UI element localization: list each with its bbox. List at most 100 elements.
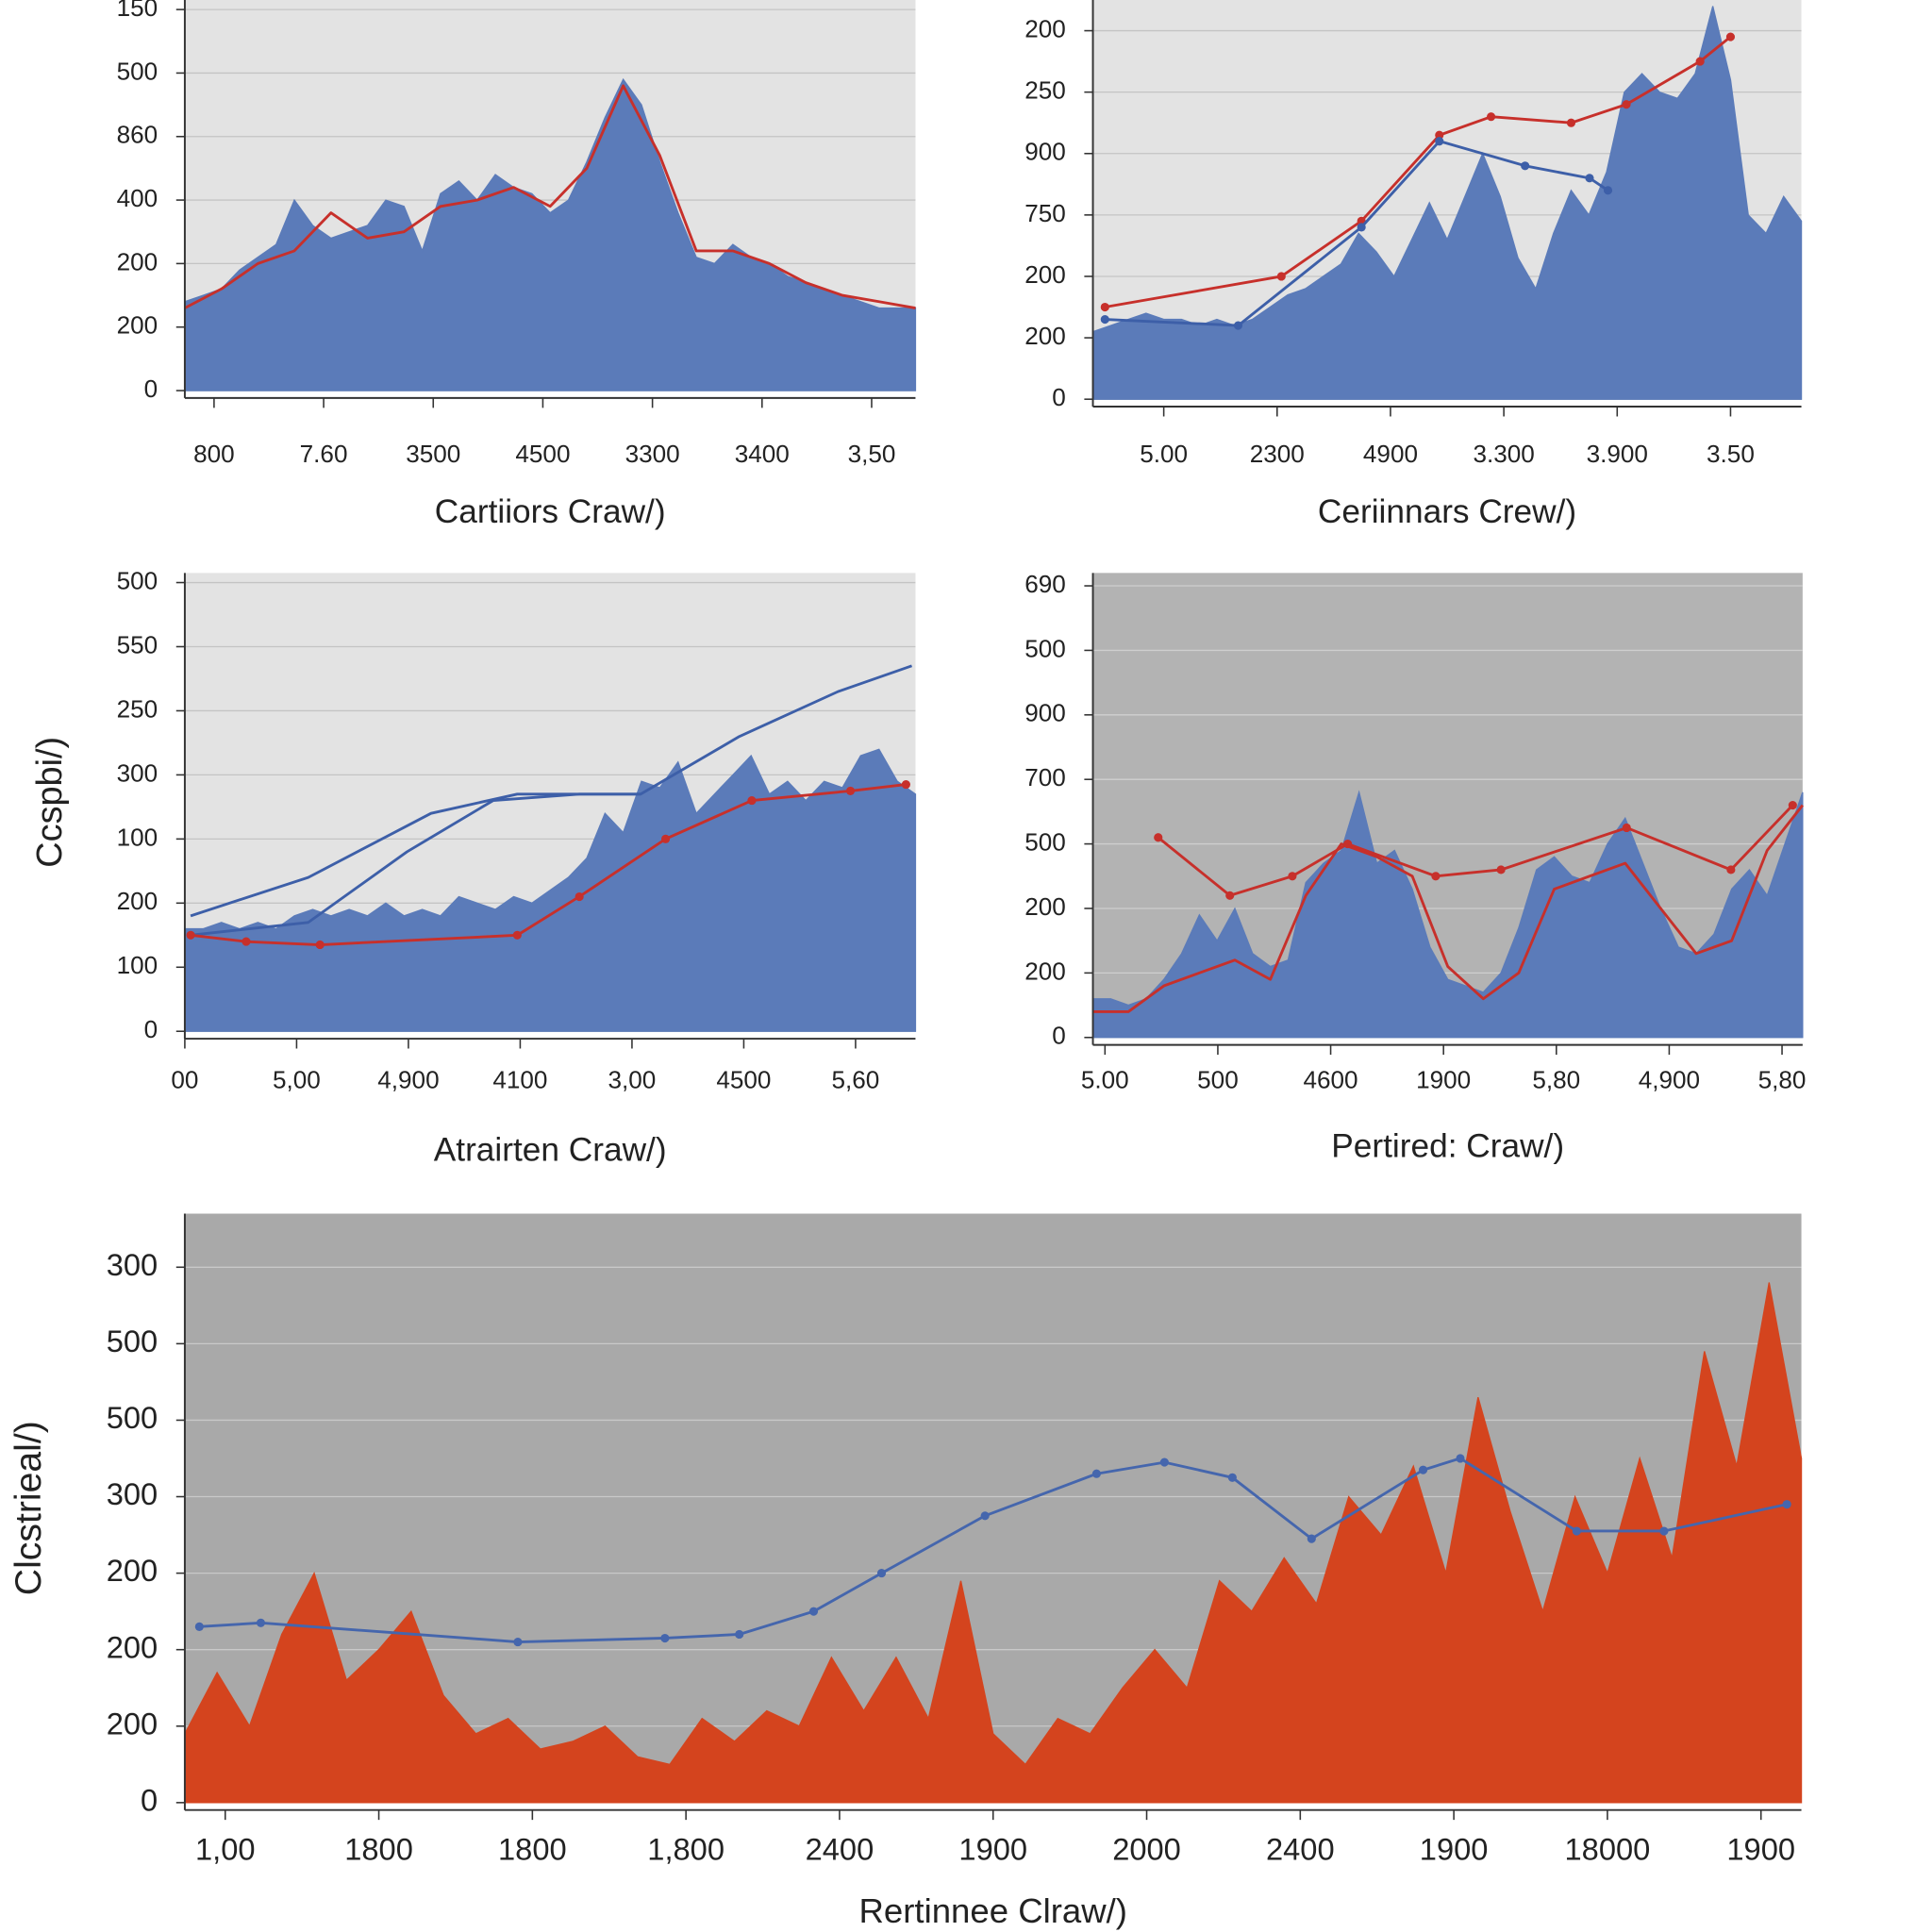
y-tick-label: 100 — [117, 823, 158, 851]
point — [1782, 1500, 1791, 1509]
x-tick-label: 2400 — [1266, 1832, 1335, 1867]
y-tick-label: 860 — [117, 121, 158, 149]
y-axis-label: Ccspbi/) — [30, 737, 70, 868]
point — [1622, 100, 1631, 109]
point — [1788, 800, 1797, 810]
y-tick-label: 0 — [1052, 383, 1066, 411]
y-tick-label: 200 — [107, 1553, 158, 1588]
y-tick-label: 200 — [1024, 957, 1066, 985]
x-tick-label: 18000 — [1565, 1832, 1651, 1867]
point — [1695, 57, 1705, 66]
x-tick-label: 3,50 — [848, 440, 896, 468]
point — [1276, 272, 1286, 281]
point — [1585, 174, 1594, 183]
x-tick-label: 3500 — [406, 440, 460, 468]
x-tick-label: 1900 — [958, 1832, 1027, 1867]
x-axis-label: Rertinnee Clraw/) — [859, 1891, 1127, 1930]
area — [184, 748, 917, 1032]
point — [1343, 840, 1353, 849]
point — [1431, 872, 1441, 881]
point — [901, 780, 910, 790]
y-tick-label: 500 — [117, 566, 158, 594]
x-tick-label: 3400 — [735, 440, 790, 468]
y-tick-label: 200 — [1024, 14, 1066, 42]
x-axis-label: Ceriinnars Crew/) — [1318, 493, 1576, 530]
x-tick-label: 1900 — [1416, 1066, 1471, 1094]
y-tick-label: 550 — [117, 630, 158, 658]
point — [315, 940, 325, 950]
y-tick-label: 300 — [107, 1476, 158, 1511]
x-tick-label: 1900 — [1420, 1832, 1489, 1867]
x-tick-label: 4100 — [492, 1066, 547, 1094]
point — [735, 1629, 744, 1640]
y-tick-label: 200 — [1024, 260, 1066, 289]
y-tick-label: 0 — [141, 1782, 158, 1817]
x-tick-label: 1900 — [1726, 1832, 1795, 1867]
x-tick-label: 5,00 — [273, 1066, 321, 1094]
y-tick-label: 900 — [1024, 699, 1066, 727]
line — [184, 84, 916, 309]
x-tick-label: 00 — [171, 1066, 198, 1094]
x-tick-label: 5.00 — [1081, 1066, 1129, 1094]
y-tick-label: 400 — [117, 184, 158, 212]
y-tick-label: 300 — [117, 758, 158, 787]
y-tick-label: 200 — [117, 887, 158, 915]
point — [1622, 823, 1631, 833]
x-tick-label: 3,00 — [608, 1066, 657, 1094]
line — [1092, 804, 1804, 1013]
point — [1572, 1526, 1581, 1536]
point — [1487, 112, 1496, 122]
point — [1435, 137, 1444, 146]
point — [808, 1607, 819, 1616]
point — [1726, 865, 1736, 874]
y-tick-label: 500 — [107, 1400, 158, 1435]
point — [512, 930, 522, 940]
x-tick-label: 800 — [193, 440, 235, 468]
y-axis-label: Clcstrieal/) — [8, 1421, 49, 1595]
point — [1233, 321, 1243, 330]
x-tick-label: 5.00 — [1140, 440, 1188, 468]
x-tick-label: 1,800 — [647, 1832, 724, 1867]
x-tick-label: 5,80 — [1532, 1066, 1580, 1094]
y-tick-label: 250 — [117, 694, 158, 723]
y-tick-label: 200 — [1024, 892, 1066, 921]
point — [1521, 161, 1530, 171]
point — [1725, 32, 1736, 42]
point — [1566, 118, 1576, 127]
x-tick-label: 4600 — [1304, 1066, 1358, 1094]
x-tick-label: 4900 — [1363, 440, 1418, 468]
y-tick-label: 100 — [117, 951, 158, 979]
point — [194, 1622, 204, 1631]
x-tick-label: 4500 — [716, 1066, 771, 1094]
y-tick-label: 0 — [144, 375, 158, 403]
x-tick-label: 2300 — [1250, 440, 1305, 468]
y-tick-label: 200 — [117, 311, 158, 340]
point — [747, 796, 757, 806]
x-tick-label: 3.900 — [1587, 440, 1648, 468]
point — [1091, 1469, 1101, 1478]
x-tick-label: 2000 — [1112, 1832, 1181, 1867]
point — [1288, 872, 1297, 881]
point — [1456, 1454, 1465, 1463]
x-tick-label: 1800 — [498, 1832, 567, 1867]
x-tick-label: 5,60 — [832, 1066, 880, 1094]
x-tick-label: 3.50 — [1707, 440, 1755, 468]
point — [1100, 314, 1109, 325]
x-tick-label: 3300 — [625, 440, 680, 468]
point — [1496, 865, 1506, 874]
y-tick-label: 900 — [1024, 138, 1066, 166]
line — [190, 792, 641, 937]
y-tick-label: 500 — [117, 57, 158, 85]
x-tick-label: 2400 — [806, 1832, 874, 1867]
y-tick-label: 300 — [107, 1247, 158, 1282]
x-tick-label: 1800 — [344, 1832, 413, 1867]
x-tick-label: 4,900 — [1639, 1066, 1700, 1094]
point — [660, 834, 671, 843]
y-tick-label: 500 — [1024, 827, 1066, 856]
y-tick-label: 700 — [1024, 763, 1066, 791]
point — [1159, 1457, 1169, 1467]
point — [1307, 1534, 1316, 1543]
y-tick-label: 500 — [107, 1324, 158, 1358]
point — [876, 1569, 887, 1578]
